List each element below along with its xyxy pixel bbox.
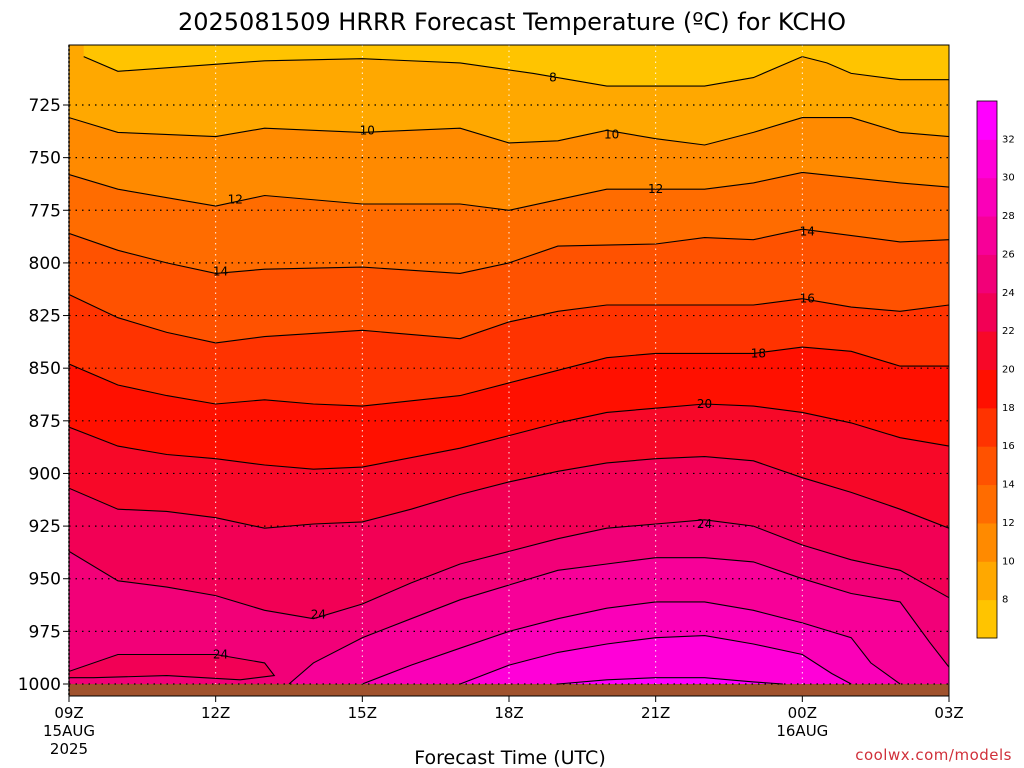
xtick-label-15Z: 15Z: [348, 704, 377, 722]
contour-label-12-3: 12: [228, 193, 243, 207]
colorbar-tick-14: 14: [1002, 480, 1015, 491]
colorbar-seg-9: [977, 254, 997, 294]
xtick-label-03Z: 03Z: [934, 704, 963, 722]
ytick-label-875: 875: [29, 412, 61, 432]
colorbar-frame: [976, 100, 998, 639]
fill-band-24-pocket: [69, 654, 275, 696]
ytick-label-975: 975: [29, 622, 61, 642]
contour-12-3: [69, 171, 949, 211]
contour-label-24-10: 24: [697, 517, 712, 531]
contour-label-24-12: 24: [213, 648, 228, 662]
contour-8-0: [83, 56, 803, 87]
xtick-label-00Z: 00Z: [788, 704, 817, 722]
ytick-label-825: 825: [29, 307, 61, 327]
ytick-label-850: 850: [29, 359, 61, 379]
contour-18-6: [69, 346, 949, 407]
xtick-sub1-00Z: 16AUG: [776, 722, 828, 740]
colorbar-tick-22: 22: [1002, 326, 1015, 337]
ground-band: [69, 684, 949, 696]
colorbar-tick-12: 12: [1002, 518, 1015, 529]
colorbar-tick-10: 10: [1002, 556, 1015, 567]
contour-16-5: [69, 294, 949, 344]
xtick-label-18Z: 18Z: [494, 704, 523, 722]
colorbar-tick-18: 18: [1002, 403, 1015, 414]
contour-label-14-5: 14: [213, 264, 228, 278]
contour-label-8-0: 8: [549, 71, 557, 85]
colorbar-tick-8: 8: [1002, 595, 1008, 606]
ytick-label-800: 800: [29, 254, 61, 274]
contour-30-13: [459, 635, 852, 685]
xtick-sub1-09Z: 15AUG: [43, 722, 95, 740]
colorbar-seg-13: [977, 101, 997, 140]
contour-label-18-8: 18: [751, 346, 766, 360]
ytick-label-725: 725: [29, 96, 61, 116]
colorbar-seg-6: [977, 369, 997, 409]
contour-label-12-4: 12: [648, 182, 663, 196]
xtick-label-12Z: 12Z: [201, 704, 230, 722]
fill-band-below-8b: [802, 45, 949, 80]
colorbar-tick-32: 32: [1002, 134, 1015, 145]
contour-24-9: [69, 519, 949, 620]
chart-title: 2025081509 HRRR Forecast Temperature (ºC…: [178, 8, 846, 36]
colorbar-tick-16: 16: [1002, 441, 1015, 452]
y-axis: 725 750 775 800 825 850 875 900 925 950 975 1000: [18, 96, 69, 695]
contour-26-11: [288, 557, 949, 685]
contour-20-7: [69, 403, 949, 470]
colorbar: 8 10 12 14 16 18 20 22 24 26 28 30 32: [976, 100, 1015, 639]
colorbar-seg-1: [977, 561, 997, 601]
ytick-label-1000: 1000: [18, 675, 61, 695]
xtick-label-09Z: 09Z: [54, 704, 83, 722]
colorbar-seg-11: [977, 177, 997, 217]
colorbar-tick-24: 24: [1002, 288, 1015, 299]
contour-22-8: [69, 456, 949, 529]
colorbar-tick-20: 20: [1002, 365, 1015, 376]
ytick-label-775: 775: [29, 201, 61, 221]
colorbar-seg-8: [977, 292, 997, 332]
ytick-label-750: 750: [29, 149, 61, 169]
fill-band-30-32: [460, 635, 852, 696]
colorbar-seg-3: [977, 484, 997, 524]
contour-label-14-6: 14: [800, 224, 815, 238]
xtick-sub2-09Z: 2025: [50, 740, 88, 758]
colorbar-seg-7: [977, 331, 997, 370]
xtick-label-21Z: 21Z: [641, 704, 670, 722]
contour-label-16-7: 16: [800, 292, 815, 306]
x-axis-label: Forecast Time (UTC): [414, 747, 605, 768]
colorbar-tick-28: 28: [1002, 211, 1015, 222]
colorbar-tick-30: 30: [1002, 173, 1015, 184]
contour-32-14: [557, 677, 783, 685]
contour-lines: [69, 56, 949, 685]
contour-label-10-1: 10: [360, 123, 375, 137]
colorbar-seg-2: [977, 522, 997, 562]
colorbar-seg-0: [977, 599, 997, 639]
plot-area: 8 10 10 12 12 14 14 16 18 20 24 24 24: [69, 45, 949, 696]
ytick-label-950: 950: [29, 570, 61, 590]
contour-label-20-9: 20: [697, 397, 712, 411]
contour-10-2: [69, 117, 949, 146]
contour-8-1: [802, 56, 949, 81]
contour-labels: 8 10 10 12 12 14 14 16 18 20 24 24 24: [213, 71, 815, 662]
colorbar-seg-5: [977, 407, 997, 447]
colorbar-seg-12: [977, 139, 997, 179]
contour-24-10: [69, 653, 276, 681]
contour-label-10-2: 10: [604, 127, 619, 141]
time-gridlines: [215, 45, 803, 684]
contour-label-24-11: 24: [311, 608, 326, 622]
colorbar-tick-26: 26: [1002, 249, 1015, 260]
fill-band-below-8a: [83, 45, 803, 87]
temperature-fills: [69, 45, 949, 696]
credit-text: coolwx.com/models: [855, 746, 1012, 764]
ytick-label-925: 925: [29, 517, 61, 537]
contour-28-12: [362, 601, 901, 685]
contour-14-4: [69, 228, 949, 274]
colorbar-seg-10: [977, 216, 997, 255]
ytick-label-900: 900: [29, 464, 61, 484]
colorbar-seg-4: [977, 446, 997, 486]
